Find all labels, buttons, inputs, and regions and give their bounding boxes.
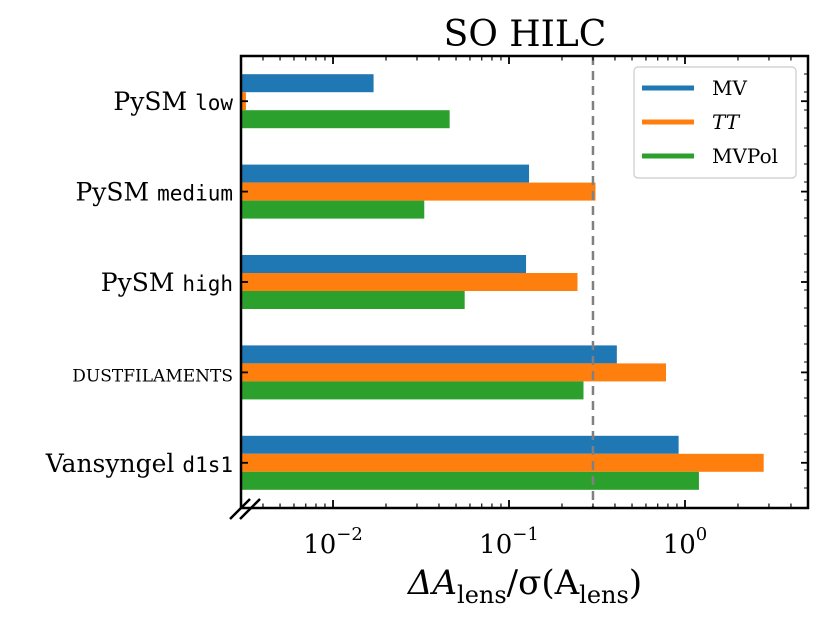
x-tick-label: 100 <box>663 524 708 560</box>
x-label-base: ΔA <box>406 563 457 603</box>
legend-box <box>633 66 797 179</box>
x-axis-label: ΔAlens/σ(Alens) <box>406 563 642 609</box>
bar-tt-1 <box>241 182 596 201</box>
x-axis-ticks: 10−2 10−1 100 <box>240 56 809 560</box>
chart-title: SO HILC <box>444 14 607 55</box>
x-label-sub: lens <box>457 581 507 609</box>
y-axis-labels: PySM low PySM medium PySM high DUSTFILAMENTS Va… <box>45 73 808 489</box>
bar-mvpol-0 <box>241 110 450 129</box>
x-label-mid: /σ(A <box>507 563 580 603</box>
plot-area <box>241 56 764 508</box>
x-label-sub2: lens <box>579 581 629 609</box>
axis-break-marker <box>229 498 261 520</box>
bar-tt-2 <box>241 273 578 291</box>
bar-mv-3 <box>241 345 617 364</box>
y-category-label: PySM medium <box>75 178 233 207</box>
bar-tt-3 <box>241 363 667 382</box>
legend-label-mvpol: MVPol <box>712 144 778 168</box>
legend-label-mv: MV <box>712 76 747 100</box>
x-tick-label: 10−2 <box>303 524 363 560</box>
bar-mv-0 <box>241 74 374 93</box>
x-label-end: ) <box>629 563 642 603</box>
legend-label-tt: TT <box>712 110 741 134</box>
bar-tt-4 <box>241 453 764 472</box>
x-tick-label: 10−1 <box>479 524 539 560</box>
bar-mv-4 <box>241 435 679 454</box>
bar-mv-2 <box>241 255 527 273</box>
y-category-label: PySM high <box>101 268 233 297</box>
bar-mvpol-1 <box>241 200 425 219</box>
y-category-label: Vansyngel d1s1 <box>45 449 233 478</box>
y-category-label: DUSTFILAMENTS <box>72 366 233 386</box>
bar-mv-1 <box>241 164 530 183</box>
bar-mvpol-3 <box>241 381 584 400</box>
bar-mvpol-2 <box>241 291 465 309</box>
bar-mvpol-4 <box>241 471 699 490</box>
legend: MV TT MVPol <box>633 66 797 179</box>
y-category-label: PySM low <box>113 87 233 116</box>
